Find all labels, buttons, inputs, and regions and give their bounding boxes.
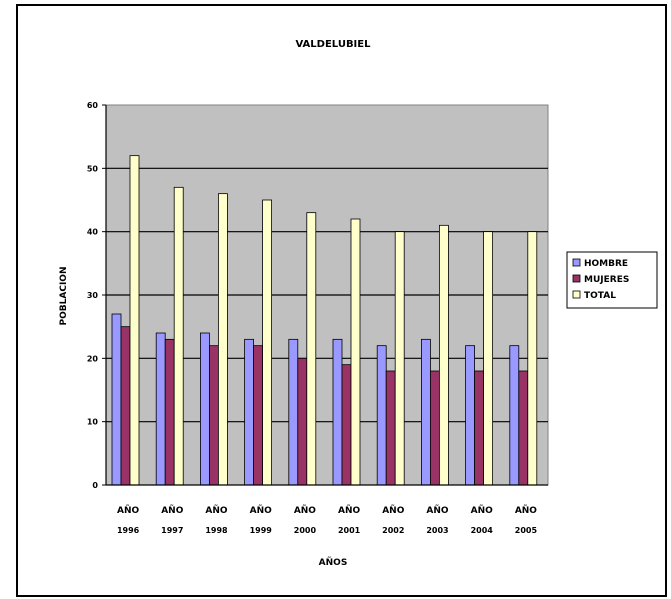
bar-mujeres-3: [253, 345, 264, 486]
y-tick-label: 30: [87, 291, 99, 300]
legend-label-hombre: HOMBRE: [584, 259, 628, 269]
bar-hombre-0: [111, 313, 122, 486]
y-tick-label: 20: [87, 354, 99, 363]
bar-hombre-8: [465, 345, 476, 486]
x-tick-label: AÑO: [471, 505, 493, 516]
bars: [111, 155, 538, 486]
bar-mujeres-0: [120, 326, 131, 486]
bar-hombre-9: [509, 345, 520, 486]
legend-box: [566, 251, 658, 309]
bar-hombre-6: [376, 345, 387, 486]
bar-mujeres-2: [208, 345, 219, 486]
bar-total-7: [438, 224, 449, 486]
bar-mujeres-4: [297, 357, 308, 486]
legend-swatch-hombre: [572, 258, 581, 267]
x-tick-label-year: 1999: [250, 526, 273, 535]
bar-hombre-5: [332, 338, 343, 486]
bar-total-4: [306, 212, 317, 486]
bar-total-9: [527, 231, 538, 486]
legend-label-total: TOTAL: [584, 291, 616, 301]
bar-mujeres-8: [474, 370, 485, 486]
bar-total-3: [262, 199, 273, 486]
bar-mujeres-6: [385, 370, 396, 486]
x-tick-label: AÑO: [117, 505, 139, 516]
bar-mujeres-5: [341, 364, 352, 486]
bar-hombre-7: [420, 338, 431, 486]
chart-title: VALDELUBIEL: [296, 39, 372, 50]
bar-hombre-2: [199, 332, 210, 486]
y-tick-label: 40: [87, 228, 99, 237]
x-tick-label: AÑO: [161, 505, 183, 516]
legend-swatch-mujeres: [572, 274, 581, 283]
legend-label-mujeres: MUJERES: [584, 275, 629, 285]
bar-mujeres-7: [429, 370, 440, 486]
x-tick-label-year: 2000: [294, 526, 317, 535]
y-tick-label: 50: [87, 164, 99, 173]
x-tick-label-year: 2003: [426, 526, 448, 535]
bar-mujeres-1: [164, 338, 175, 486]
bar-mujeres-9: [518, 370, 529, 486]
y-tick-label: 60: [87, 101, 99, 110]
x-tick-label: AÑO: [205, 505, 227, 516]
x-tick-labels: AÑO 1996 AÑO 1997 AÑO 1998 AÑO 1999 AÑO 2000 AÑO 20…: [117, 505, 537, 535]
x-tick-label-year: 2001: [338, 526, 361, 535]
x-tick-label: AÑO: [515, 505, 537, 516]
y-tick-label: 0: [92, 481, 98, 490]
bar-total-1: [173, 186, 184, 486]
y-tick-labels: 0 10 20 30 40 50 60: [87, 101, 106, 490]
bar-hombre-4: [288, 338, 299, 486]
y-tick-label: 10: [87, 418, 99, 427]
legend-swatch-total: [572, 290, 581, 299]
x-tick-label-year: 2005: [515, 526, 538, 535]
bar-total-6: [394, 231, 405, 486]
bar-total-8: [483, 231, 494, 486]
bar-hombre-3: [244, 338, 255, 486]
x-tick-label: AÑO: [382, 505, 404, 516]
x-tick-label: AÑO: [338, 505, 360, 516]
x-tick-label-year: 2004: [471, 526, 494, 535]
bar-total-2: [217, 193, 228, 486]
y-axis-title: POBLACION: [59, 267, 69, 326]
legend: HOMBRE MUJERES TOTAL: [566, 251, 658, 309]
x-tick-label: AÑO: [250, 505, 272, 516]
x-tick-label-year: 1996: [117, 526, 140, 535]
x-tick-label: AÑO: [426, 505, 448, 516]
bar-total-0: [129, 155, 140, 486]
x-tick-label-year: 2002: [382, 526, 404, 535]
bar-hombre-1: [155, 332, 166, 486]
x-tick-label: AÑO: [294, 505, 316, 516]
x-tick-label-year: 1998: [205, 526, 228, 535]
x-axis-title: AÑOS: [319, 557, 348, 568]
x-tick-label-year: 1997: [161, 526, 183, 535]
bar-total-5: [350, 218, 361, 486]
